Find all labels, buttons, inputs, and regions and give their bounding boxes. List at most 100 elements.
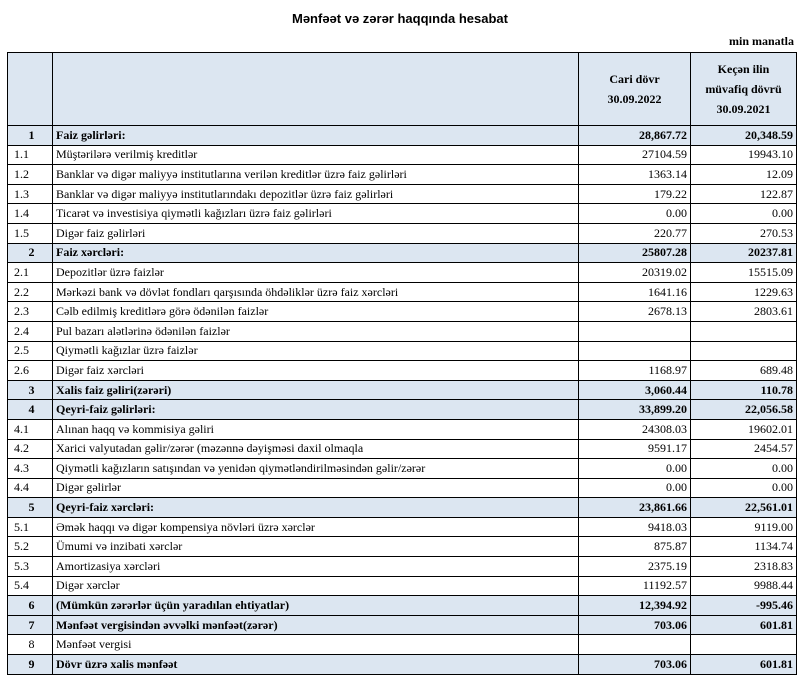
- row-number: 3: [7, 379, 53, 401]
- row-label: Banklar və digər maliyyə institutlarına …: [52, 164, 579, 185]
- row-label: Əmək haqqı və digər kompensiya növləri ü…: [52, 516, 579, 538]
- row-number: 5.2: [7, 536, 53, 558]
- previous-value: 2803.61: [690, 301, 797, 322]
- current-value: 24308.03: [578, 418, 691, 440]
- previous-value: 19602.01: [690, 418, 797, 440]
- table-row: 5.3 Amortizasiya xərcləri 2375.19 2318.83: [7, 556, 797, 577]
- row-label: Ticarət və investisiya qiymətli kağızlar…: [52, 203, 579, 224]
- current-value: 9418.03: [578, 516, 691, 538]
- previous-value: 1134.74: [690, 536, 797, 558]
- current-value: 20319.02: [578, 262, 691, 283]
- current-value: [578, 320, 691, 342]
- current-value: 875.87: [578, 536, 691, 558]
- row-label: Digər faiz xərcləri: [52, 360, 579, 381]
- previous-value: 20237.81: [690, 242, 797, 264]
- row-number: 5.4: [7, 575, 53, 597]
- row-label: Qeyri-faiz xərcləri:: [52, 497, 579, 518]
- previous-value: 22,056.58: [690, 399, 797, 420]
- table-row: 4 Qeyri-faiz gəlirləri: 33,899.20 22,056.58: [7, 399, 797, 420]
- table-row: 9 Dövr üzrə xalis mənfəət 703.06 601.81: [7, 654, 797, 675]
- row-number: 2.2: [7, 281, 53, 303]
- row-label: Banklar və digər maliyyə institutlarında…: [52, 183, 579, 205]
- row-number: 1.2: [7, 164, 53, 185]
- row-number: 4.1: [7, 418, 53, 440]
- previous-value: 12.09: [690, 164, 797, 185]
- report-title: Mənfəət və zərər haqqında hesabat: [291, 11, 508, 26]
- current-value: 9591.17: [578, 438, 691, 460]
- row-number: 1.1: [7, 144, 53, 166]
- table-row: 2.2 Mərkəzi bank və dövlət fondları qarşı…: [7, 281, 797, 303]
- row-label: Mənfəət vergisi: [52, 634, 579, 656]
- row-number: 2: [7, 242, 53, 264]
- row-label: Müştərilərə verilmiş kreditlər: [52, 144, 579, 166]
- table-body: 1 Faiz gəlirləri: 28,867.72 20,348.59 1.1 Müş…: [7, 125, 797, 675]
- row-label: Faiz gəlirləri:: [52, 125, 579, 146]
- table-row: 8 Mənfəət vergisi: [7, 634, 797, 656]
- row-label: Dövr üzrə xalis mənfəət: [52, 654, 579, 675]
- header-cell: Cari dövr 30.09.2022: [578, 52, 691, 126]
- header-cell: [7, 52, 53, 126]
- row-number: 1: [7, 125, 53, 146]
- previous-value: 19943.10: [690, 144, 797, 166]
- current-value: 12,394.92: [578, 595, 691, 616]
- row-number: 5: [7, 497, 53, 518]
- row-number: 1.3: [7, 183, 53, 205]
- row-number: 4.2: [7, 438, 53, 460]
- table-row: 1.1 Müştərilərə verilmiş kreditlər 27104.5…: [7, 144, 797, 166]
- current-value: 3,060.44: [578, 379, 691, 401]
- table-row: 3 Xalis faiz gəliri(zərəri) 3,060.44 110.78: [7, 379, 797, 401]
- row-label: Mənfəət vergisindən əvvəlki mənfəət(zərə…: [52, 614, 579, 636]
- header-line: Cari dövr: [609, 72, 660, 86]
- previous-value: -995.46: [690, 595, 797, 616]
- table-row: 4.4 Digər gəlirlər 0.00 0.00: [7, 477, 797, 499]
- row-label: Alınan haqq və kommisiya gəliri: [52, 418, 579, 440]
- current-value: 1363.14: [578, 164, 691, 185]
- current-value: 220.77: [578, 222, 691, 244]
- row-label: Depozitlər üzrə faizlər: [52, 262, 579, 283]
- previous-value: 22,561.01: [690, 497, 797, 518]
- table-row: 5.2 Ümumi və inzibati xərclər 875.87 1134.7…: [7, 536, 797, 558]
- row-number: 2.5: [7, 340, 53, 362]
- header-line: müvafiq dövrü: [705, 82, 782, 96]
- row-number: 4.3: [7, 458, 53, 479]
- row-number: 5.1: [7, 516, 53, 538]
- row-number: 2.6: [7, 360, 53, 381]
- header-line: Keçən ilin: [717, 62, 770, 76]
- current-value: 2375.19: [578, 556, 691, 577]
- row-number: 4: [7, 399, 53, 420]
- row-label: Qeyri-faiz gəlirləri:: [52, 399, 579, 420]
- table-row: 6 (Mümkün zərərlər üçün yaradılan ehtiyat…: [7, 595, 797, 616]
- previous-value: 0.00: [690, 477, 797, 499]
- row-label: Xarici valyutadan gəlir/zərər (məzənnə d…: [52, 438, 579, 460]
- row-label: Pul bazarı alətlərinə ödənilən faizlər: [52, 320, 579, 342]
- previous-value: 2318.83: [690, 556, 797, 577]
- table-row: 4.1 Alınan haqq və kommisiya gəliri 24308.…: [7, 418, 797, 440]
- table-row: 2 Faiz xərcləri: 25807.28 20237.81: [7, 242, 797, 264]
- row-label: Qiymətli kağızlar üzrə faizlər: [52, 340, 579, 362]
- row-number: 4.4: [7, 477, 53, 499]
- table-row: 7 Mənfəət vergisindən əvvəlki mənfəət(zər…: [7, 614, 797, 636]
- current-value: 703.06: [578, 654, 691, 675]
- row-label: Digər gəlirlər: [52, 477, 579, 499]
- table-row: 4.2 Xarici valyutadan gəlir/zərər (məzənn…: [7, 438, 797, 460]
- previous-value: 0.00: [690, 458, 797, 479]
- row-label: Qiymətli kağızların satışından və yenidə…: [52, 458, 579, 479]
- previous-value: [690, 634, 797, 656]
- row-number: 7: [7, 614, 53, 636]
- table-row: 2.1 Depozitlər üzrə faizlər 20319.02 15515.…: [7, 262, 797, 283]
- table-row: 4.3 Qiymətli kağızların satışından və yen…: [7, 458, 797, 479]
- current-value: 1168.97: [578, 360, 691, 381]
- header-line: 30.09.2021: [716, 102, 771, 116]
- current-value: 1641.16: [578, 281, 691, 303]
- previous-value: 15515.09: [690, 262, 797, 283]
- current-value: 0.00: [578, 458, 691, 479]
- previous-value: 20,348.59: [690, 125, 797, 146]
- row-number: 2.1: [7, 262, 53, 283]
- current-value: [578, 340, 691, 362]
- current-value: 28,867.72: [578, 125, 691, 146]
- previous-value: 122.87: [690, 183, 797, 205]
- previous-value: 9988.44: [690, 575, 797, 597]
- row-label: Faiz xərcləri:: [52, 242, 579, 264]
- row-label: Digər faiz gəlirləri: [52, 222, 579, 244]
